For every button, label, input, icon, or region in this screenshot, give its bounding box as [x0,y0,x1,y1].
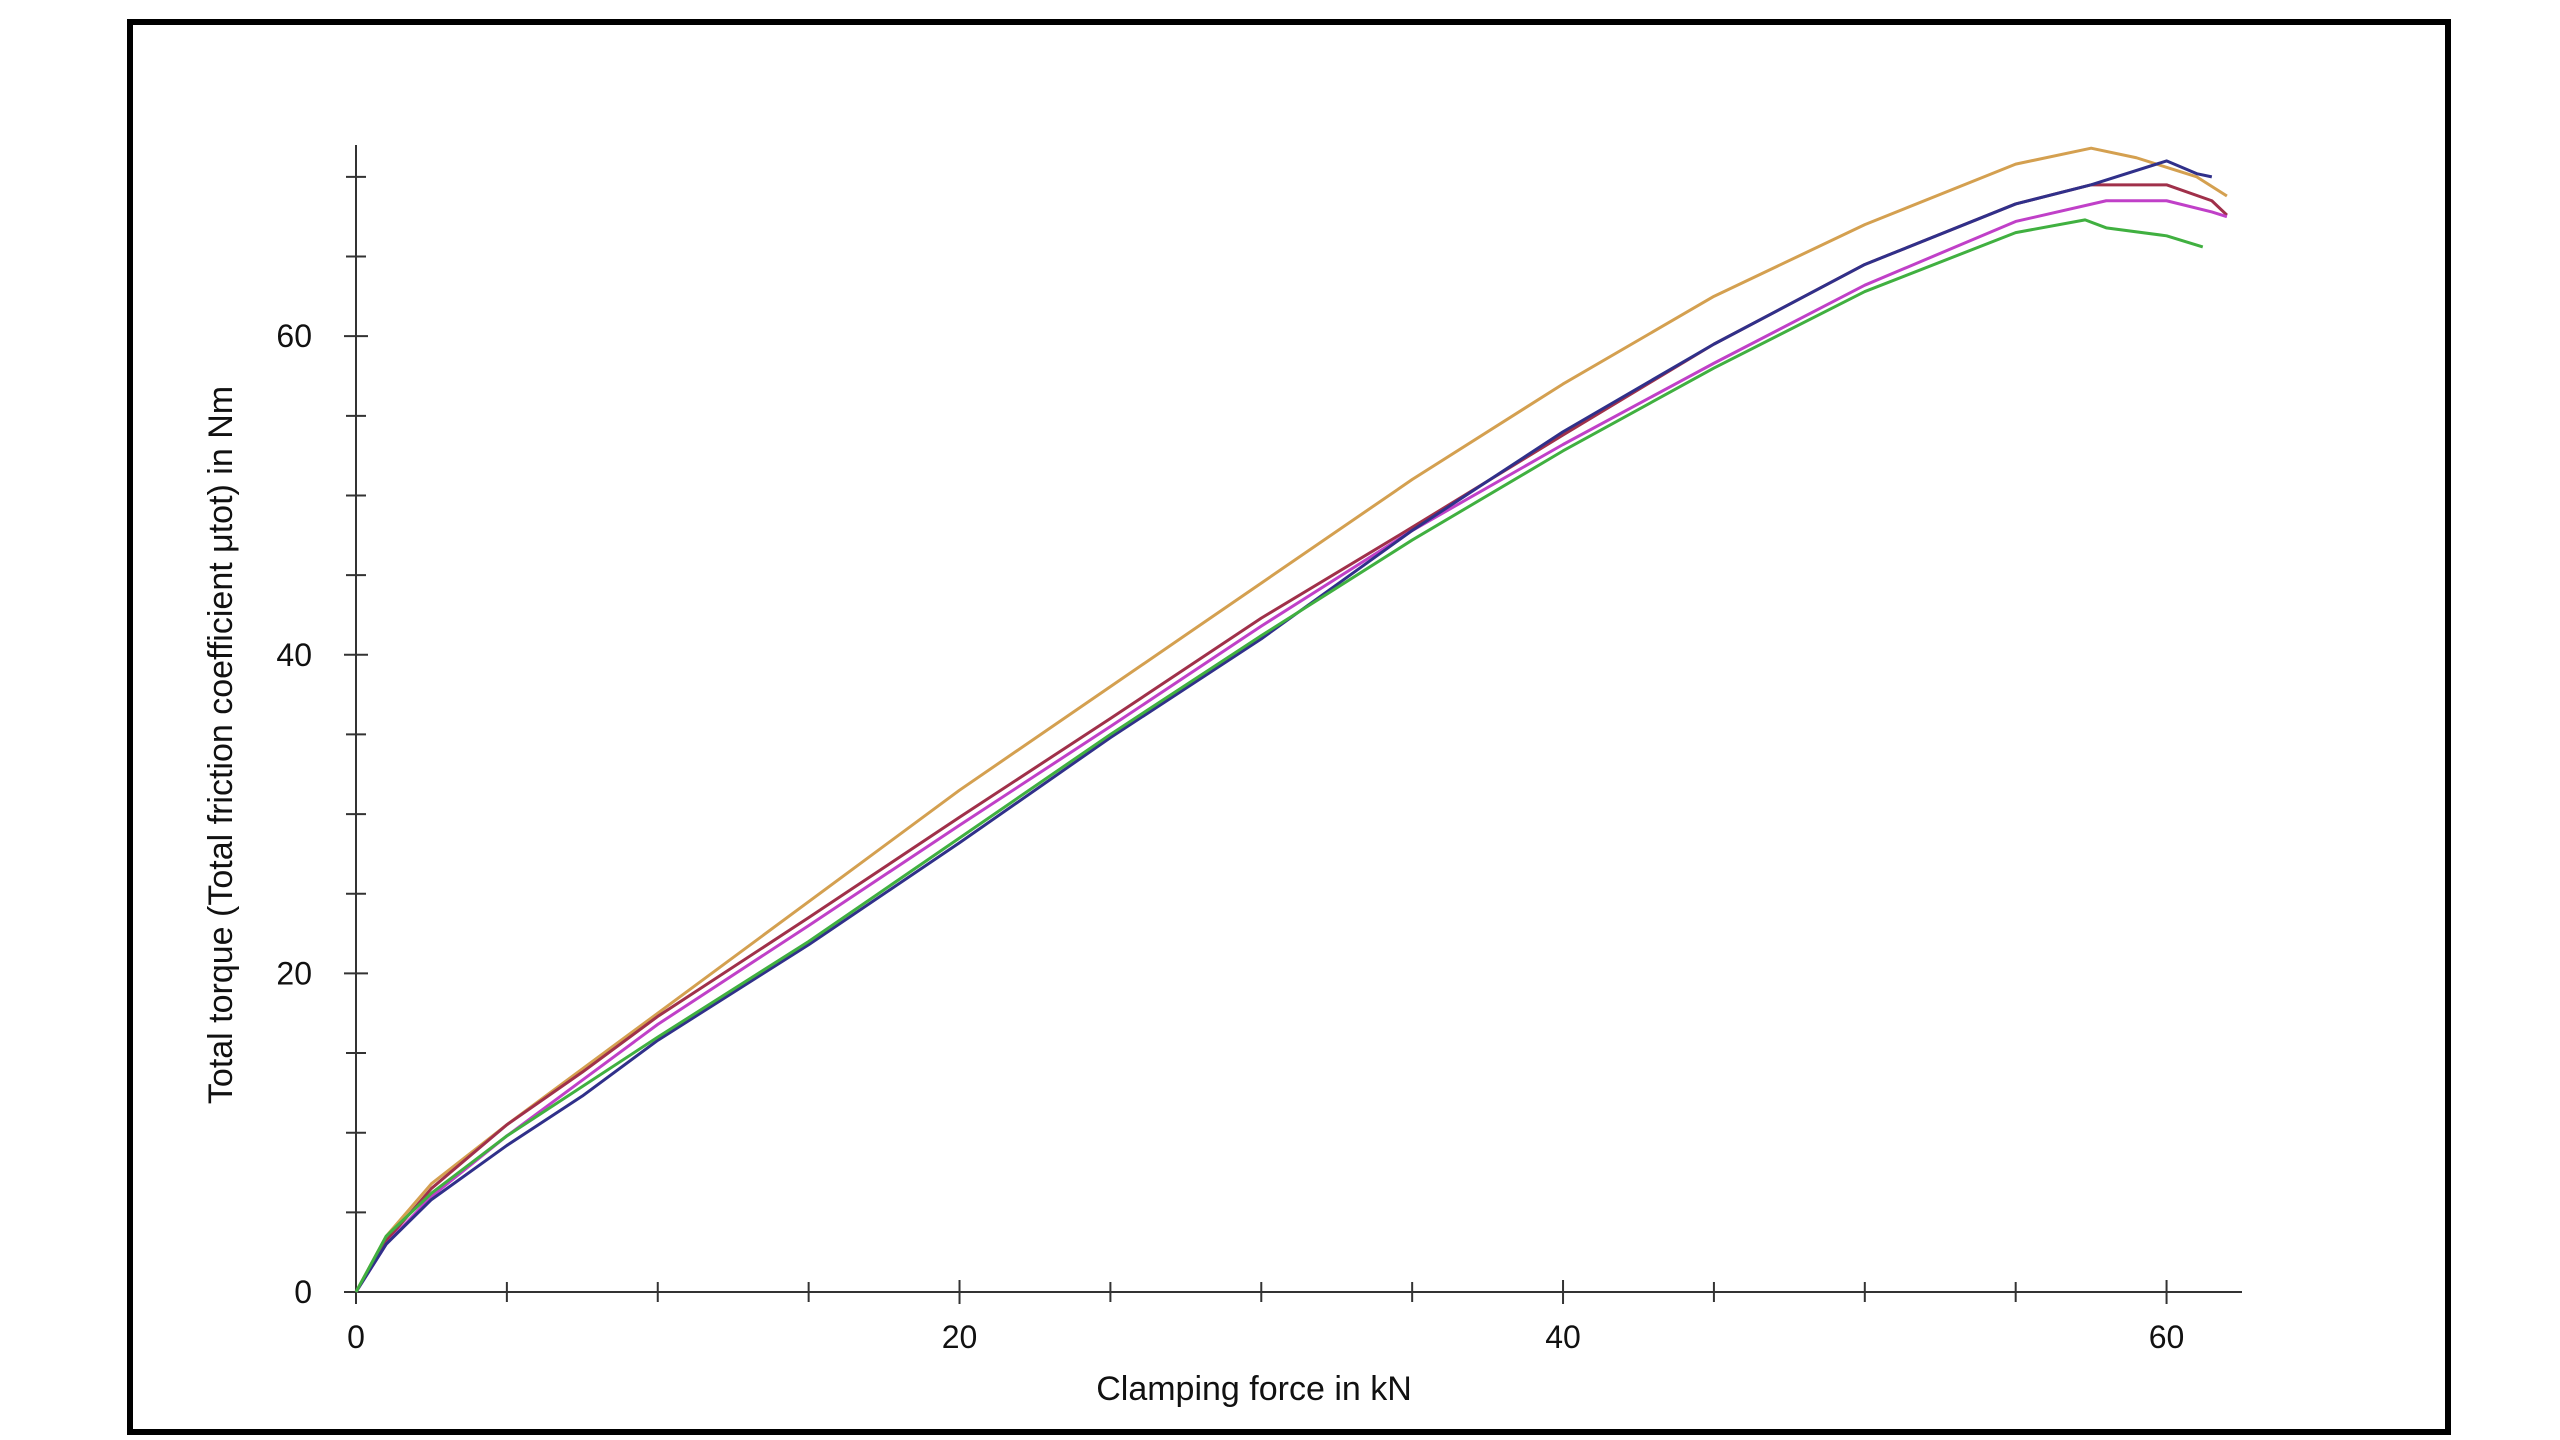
y-tick-label: 40 [276,637,312,673]
x-tick-label: 20 [942,1319,978,1355]
y-axis-label: Total torque (Total friction coefficient… [202,386,240,1104]
x-tick-label: 40 [1545,1319,1581,1355]
x-tick-label: 0 [347,1319,365,1355]
frame [127,19,2451,1435]
data-line [354,218,2204,1293]
x-axis-label: Clamping force in kN [1096,1370,1412,1408]
y-tick-label: 0 [294,1274,312,1310]
x-tick-label: 60 [2149,1319,2185,1355]
y-tick-label: 60 [276,318,312,354]
data-line [354,159,2213,1293]
y-tick-label: 20 [276,955,312,991]
